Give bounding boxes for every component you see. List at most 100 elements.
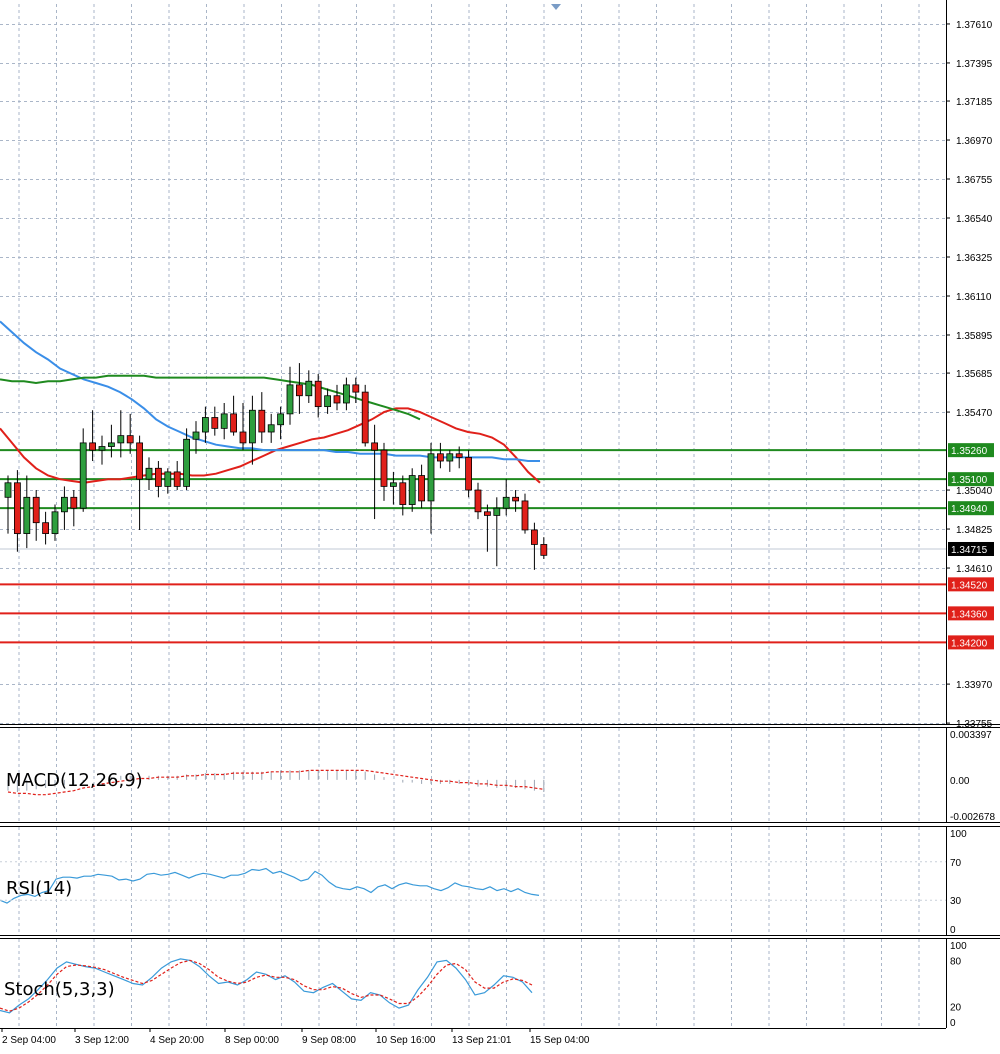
- level-price-label: 1.34360: [951, 609, 988, 620]
- price-tick-label: 1.35040: [956, 486, 993, 497]
- bull-candle: [389, 482, 397, 487]
- macd-label: MACD(12,26,9): [6, 770, 143, 791]
- bull-candle: [117, 435, 125, 444]
- level-price-label: 1.34520: [951, 580, 988, 591]
- indicator-panels: [0, 769, 946, 1014]
- price-tick-label: 1.35895: [956, 331, 993, 342]
- bull-candle: [502, 496, 510, 509]
- time-tick-label: 13 Sep 21:01: [452, 1035, 512, 1046]
- bull-candle: [342, 384, 350, 404]
- stoch-tick-label: 100: [950, 941, 967, 952]
- bull-candle: [408, 475, 416, 505]
- rsi-line: [0, 867, 540, 904]
- bear-candle: [230, 413, 238, 433]
- bull-candle: [201, 417, 209, 433]
- bear-candle: [295, 384, 303, 397]
- bull-candle: [192, 431, 200, 440]
- price-tick-label: 1.35470: [956, 408, 993, 419]
- bear-candle: [173, 471, 181, 487]
- rsi-tick-label: 100: [950, 829, 967, 840]
- level-price-box: [948, 472, 994, 487]
- macd-tick-label: -0.002678: [950, 812, 995, 823]
- bull-candle: [286, 384, 294, 415]
- price-tick-label: 1.33970: [956, 680, 993, 691]
- time-tick-label: 15 Sep 04:00: [530, 1035, 590, 1046]
- panel-gap: [0, 822, 1000, 827]
- level-price-label: 1.35260: [951, 446, 988, 457]
- stoch-signal-line: [0, 959, 533, 1012]
- bear-candle: [314, 380, 322, 408]
- bear-candle: [42, 522, 49, 534]
- current-price-label: 1.34715: [951, 545, 988, 556]
- stoch-tick-label: 80: [950, 956, 962, 967]
- bear-candle: [512, 496, 519, 502]
- grid-lines: [0, 4, 946, 1028]
- bull-candle: [108, 442, 115, 447]
- bear-candle: [258, 409, 266, 433]
- stoch-main-line: [0, 958, 533, 1014]
- time-tick-label: 8 Sep 00:00: [225, 1035, 279, 1046]
- indicator-labels: MACD(12,26,9) RSI(14) Stoch(5,3,3): [4, 770, 143, 1000]
- bull-candle: [98, 446, 106, 451]
- panel-gap: [0, 724, 1000, 728]
- bull-candle: [164, 471, 172, 487]
- bull-candle: [324, 395, 332, 408]
- price-tick-label: 1.37395: [956, 59, 993, 70]
- price-tick-label: 1.37610: [956, 20, 993, 31]
- bull-candle: [277, 413, 285, 426]
- bear-candle: [399, 482, 407, 505]
- bear-candle: [436, 453, 444, 462]
- bull-candle: [183, 438, 191, 487]
- time-tick-label: 3 Sep 12:00: [75, 1035, 129, 1046]
- level-price-box: [948, 443, 994, 458]
- bear-candle: [32, 496, 40, 524]
- chart-frame: [0, 0, 1000, 1029]
- moving-average-line: [0, 407, 541, 484]
- bear-candle: [361, 391, 369, 444]
- level-price-box: [948, 635, 994, 650]
- level-price-box: [948, 501, 994, 516]
- rsi-tick-label: 0: [950, 925, 956, 936]
- bull-candle: [446, 453, 454, 462]
- bear-candle: [540, 544, 548, 556]
- bear-candle: [70, 496, 78, 509]
- bear-candle: [136, 442, 144, 480]
- time-tick-label: 9 Sep 08:00: [302, 1035, 356, 1046]
- time-tick-label: 4 Sep 20:00: [150, 1035, 204, 1046]
- bear-candle: [531, 529, 538, 545]
- moving-average-line: [0, 374, 421, 421]
- rsi-tick-label: 30: [950, 896, 962, 907]
- bull-candle: [4, 482, 12, 498]
- stoch-label: Stoch(5,3,3): [4, 979, 115, 1000]
- bear-candle: [371, 442, 379, 451]
- bear-candle: [455, 453, 463, 458]
- time-tick-label: 2 Sep 04:00: [2, 1035, 56, 1046]
- bear-candle: [126, 435, 134, 444]
- bear-candle: [333, 395, 341, 404]
- price-tick-label: 1.34610: [956, 564, 993, 575]
- bear-candle: [89, 442, 96, 451]
- stoch-tick-label: 20: [950, 1003, 962, 1014]
- price-tick-label: 1.33755: [956, 719, 993, 730]
- rsi-tick-label: 70: [950, 858, 962, 869]
- bull-candle: [493, 507, 501, 516]
- bull-candle: [220, 413, 228, 429]
- current-price-box: [948, 541, 994, 556]
- bear-candle: [465, 457, 473, 491]
- bull-candle: [427, 453, 435, 502]
- bull-candle: [267, 424, 275, 433]
- level-price-label: 1.34940: [951, 504, 988, 515]
- bear-candle: [483, 511, 491, 516]
- bull-candle: [248, 409, 256, 444]
- macd-signal-line: [7, 769, 544, 796]
- bear-candle: [521, 500, 529, 531]
- bull-candle: [61, 496, 68, 513]
- bear-candle: [380, 449, 388, 487]
- macd-tick-label: 0.003397: [950, 730, 992, 741]
- panel-gap: [0, 935, 1000, 939]
- bear-candle: [239, 431, 247, 444]
- level-price-label: 1.35100: [951, 475, 988, 486]
- price-axis: 1.37610 1.37395 1.37185 1.36970 1.36755 1.365…: [946, 20, 995, 1029]
- bear-candle: [352, 384, 360, 393]
